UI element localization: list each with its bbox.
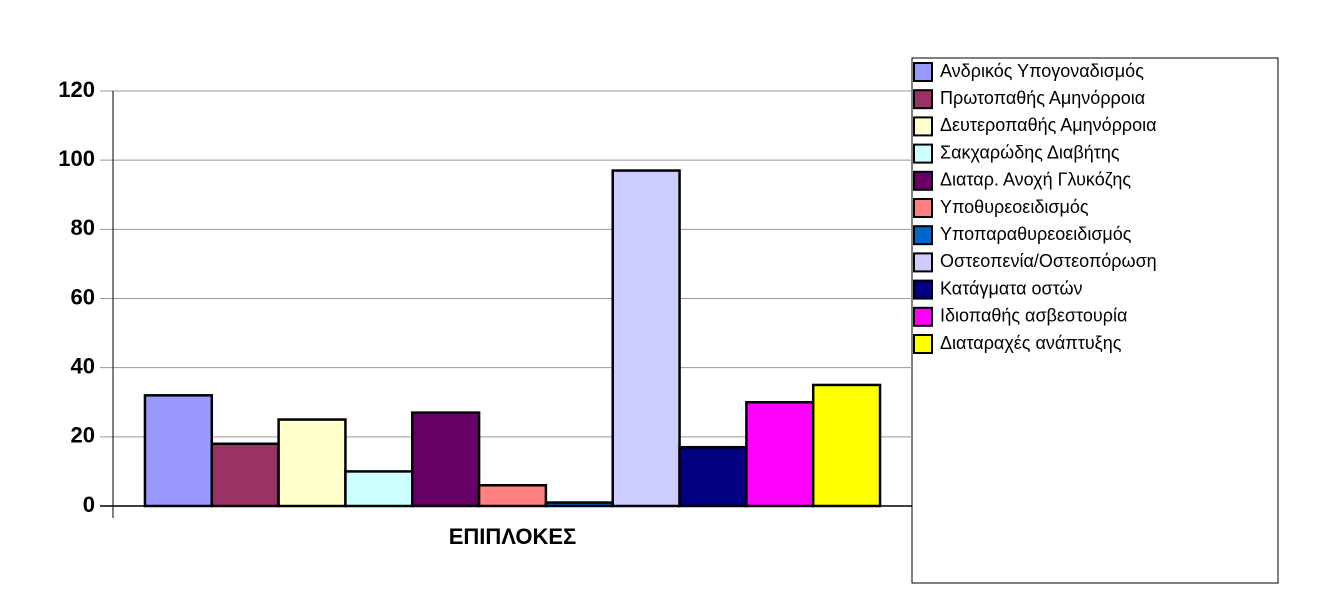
bar <box>344 470 414 508</box>
y-tick-label: 20 <box>71 423 95 448</box>
legend-swatch <box>913 198 933 218</box>
legend-swatch <box>913 89 933 110</box>
bar <box>678 445 748 508</box>
bar <box>411 411 481 508</box>
bar <box>210 442 280 508</box>
legend-label: Ανδρικός Υπογοναδισμός <box>940 61 1144 81</box>
y-tick-label: 60 <box>71 284 95 309</box>
legend-swatch <box>913 116 933 137</box>
bar <box>277 418 347 508</box>
y-tick-label: 120 <box>58 77 95 102</box>
legend-label: Πρωτοπαθής Αμηνόρροια <box>940 88 1145 108</box>
bar <box>611 169 681 508</box>
legend-swatch <box>913 279 933 300</box>
bar <box>811 383 882 508</box>
legend-label: Κατάγματα οστών <box>940 278 1083 298</box>
legend-swatch <box>913 334 933 354</box>
legend-label: Διαταραχές ανάπτυξης <box>940 333 1122 353</box>
legend-swatch <box>913 306 933 327</box>
legend-swatch <box>913 62 933 82</box>
legend-label: Οστεοπενία/Οστεοπόρωση <box>940 251 1157 271</box>
y-tick-label: 100 <box>58 146 95 171</box>
y-tick-label: 40 <box>71 353 95 378</box>
legend-label: Διαταρ. Ανοχή Γλυκόζης <box>940 170 1131 190</box>
legend-swatch <box>913 225 933 246</box>
legend-box <box>911 57 1279 584</box>
legend-swatch <box>913 170 933 191</box>
y-tick-label: 0 <box>83 492 95 517</box>
legend-label: Υποθυρεοειδισμός <box>940 197 1089 217</box>
y-tick-label: 80 <box>71 215 95 240</box>
legend-label: Δευτεροπαθής Αμηνόρροια <box>940 115 1157 135</box>
bar <box>544 501 614 508</box>
bar <box>745 401 815 508</box>
legend-label: Σακχαρώδης Διαβήτης <box>940 142 1120 162</box>
legend-label: Ιδιοπαθής ασβεστουρία <box>940 306 1127 326</box>
legend-label: Υποπαραθυρεοειδισμός <box>940 224 1132 244</box>
legend-swatch <box>913 143 933 164</box>
bar <box>143 394 214 508</box>
legend-swatch <box>913 252 933 273</box>
x-tick-label: ΕΠΙΠΛΟΚΕΣ <box>449 524 577 549</box>
bar <box>477 484 548 508</box>
